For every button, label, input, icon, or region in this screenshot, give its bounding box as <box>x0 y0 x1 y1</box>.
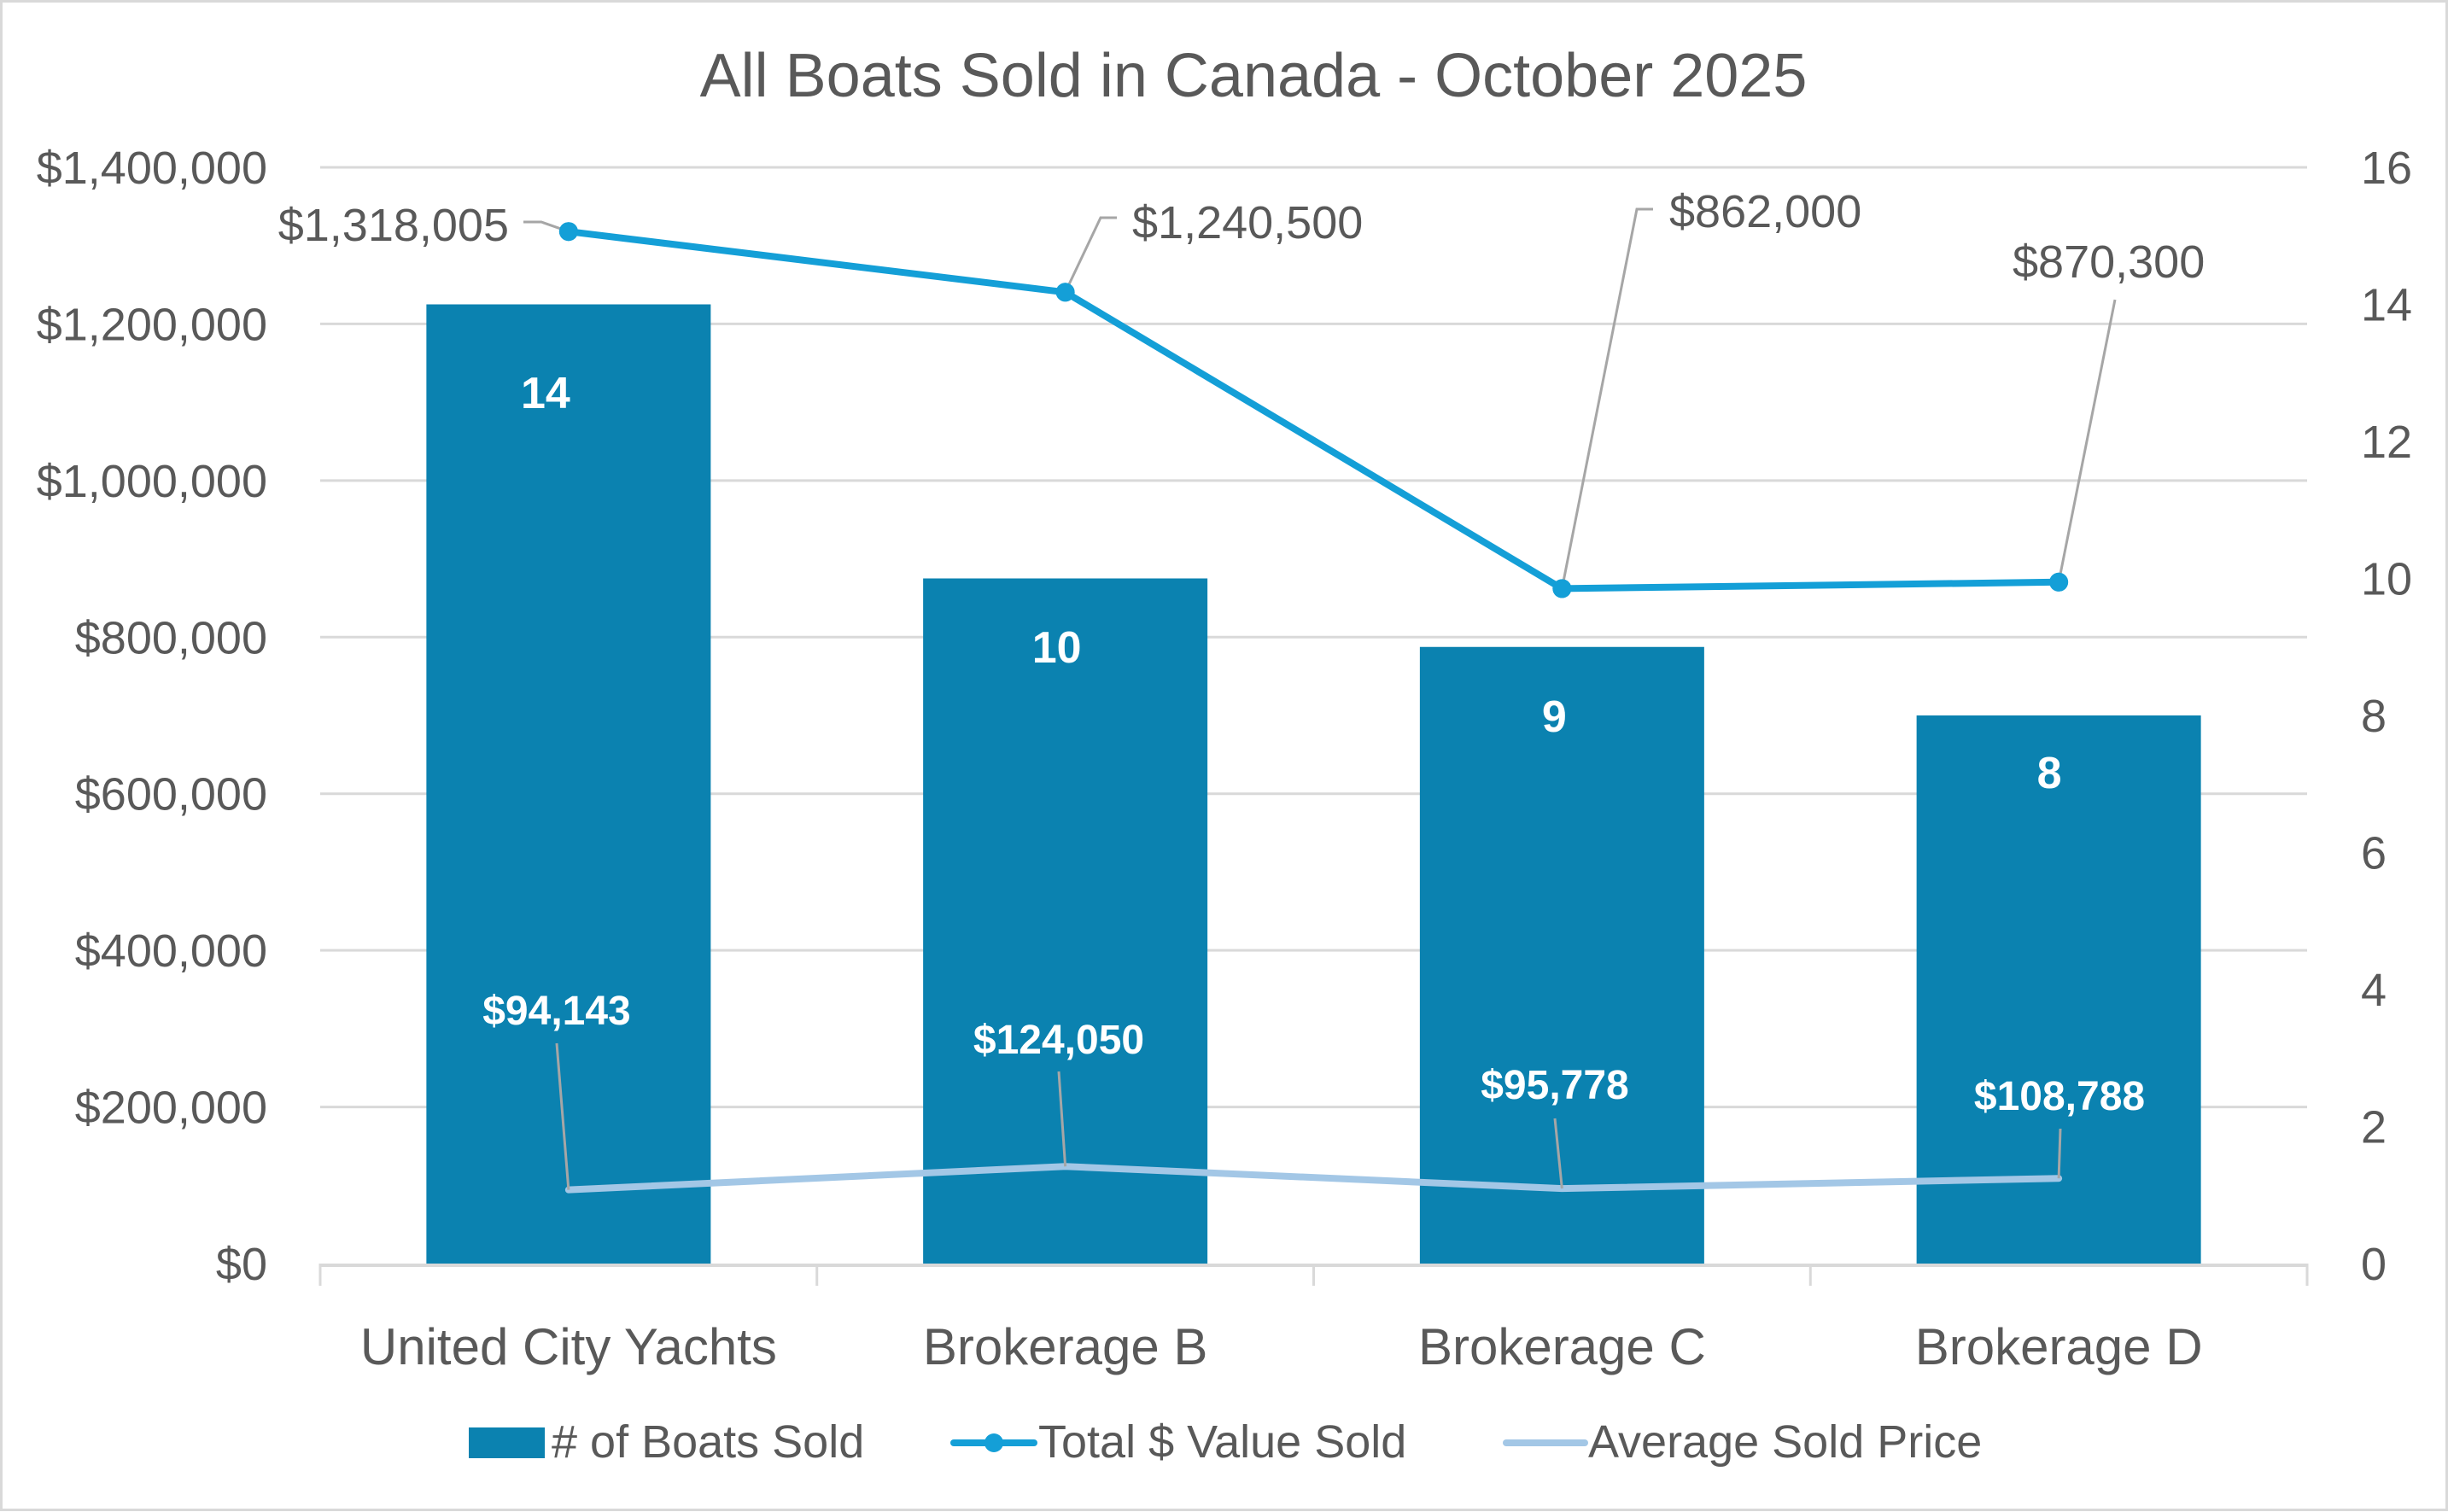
x-category-label: Brokerage B <box>923 1318 1208 1375</box>
y2-tick-label: 16 <box>2361 143 2412 194</box>
legend-swatch-boats-sold <box>469 1427 545 1458</box>
leader-line <box>2057 299 2117 583</box>
y-axis-secondary: 0 2 4 6 8 10 12 14 16 <box>2361 143 2412 1290</box>
total-value-marker <box>2049 572 2069 592</box>
bar-data-label: 8 <box>2037 749 2062 798</box>
bar <box>426 304 711 1264</box>
total-value-marker <box>1552 579 1572 598</box>
data-labels: 14 10 9 8 $1,318,005 $1,240,500 $862,000 $870,3… <box>278 186 2205 1190</box>
line-series-average-sold-price <box>564 1163 2063 1194</box>
y-tick-label: $1,000,000 <box>37 456 267 507</box>
total-value-line <box>568 228 2059 593</box>
bar-data-label: 9 <box>1542 692 1567 742</box>
bar <box>1419 646 1704 1264</box>
average-price-data-label: $95,778 <box>1481 1063 1629 1108</box>
y2-tick-label: 8 <box>2361 691 2387 742</box>
y-axis-primary: $0 $200,000 $400,000 $600,000 $800,000 $1,000… <box>37 143 267 1290</box>
bar-data-label: 14 <box>521 369 570 418</box>
leader-line <box>523 220 570 233</box>
average-price-line <box>564 1163 2063 1194</box>
total-value-data-label: $1,240,500 <box>1132 197 1363 248</box>
leader-line <box>1057 1071 1067 1167</box>
average-price-data-label: $124,050 <box>973 1018 1144 1063</box>
y2-tick-label: 10 <box>2361 554 2412 605</box>
legend-label-total-value: Total $ Value Sold <box>1038 1416 1406 1468</box>
legend-label-boats-sold: # of Boats Sold <box>552 1416 864 1468</box>
y2-tick-label: 6 <box>2361 828 2387 879</box>
average-price-data-label: $108,788 <box>1974 1074 2145 1119</box>
bar-data-label: 10 <box>1032 623 1082 673</box>
y-tick-label: $200,000 <box>75 1083 267 1134</box>
y-tick-label: $800,000 <box>75 612 267 663</box>
y2-tick-label: 2 <box>2361 1102 2387 1153</box>
leader-line <box>1064 216 1117 293</box>
chart-title: All Boats Sold in Canada - October 2025 <box>700 42 1808 110</box>
y-tick-label: $0 <box>216 1239 267 1290</box>
x-category-label: Brokerage C <box>1418 1318 1706 1375</box>
total-value-marker <box>558 222 578 242</box>
leader-line <box>1553 1118 1563 1189</box>
y2-tick-label: 12 <box>2361 417 2412 468</box>
y2-tick-label: 4 <box>2361 965 2387 1016</box>
average-price-data-label: $94,143 <box>482 989 631 1034</box>
y-tick-label: $400,000 <box>75 925 267 977</box>
legend: # of Boats Sold Total $ Value Sold Average… <box>469 1416 1982 1468</box>
total-value-data-label: $862,000 <box>1669 186 1861 237</box>
y2-tick-label: 0 <box>2361 1239 2387 1290</box>
bar-series-boats-sold <box>426 304 2201 1264</box>
x-axis: United City Yachts Brokerage B Brokerage C… <box>318 1264 2309 1375</box>
total-value-data-label: $1,318,005 <box>278 200 509 251</box>
total-value-data-label: $870,300 <box>2013 236 2205 288</box>
y-tick-label: $1,200,000 <box>37 299 267 350</box>
leader-line <box>555 1042 570 1190</box>
legend-marker-total-value <box>984 1433 1003 1452</box>
y-tick-label: $1,400,000 <box>37 143 267 194</box>
x-category-label: Brokerage D <box>1915 1318 2203 1375</box>
y2-tick-label: 14 <box>2361 280 2412 331</box>
leader-line <box>2057 1128 2062 1179</box>
x-category-label: United City Yachts <box>360 1318 777 1375</box>
legend-label-average-price: Average Sold Price <box>1588 1416 1982 1468</box>
leader-line <box>1560 207 1653 589</box>
total-value-marker <box>1055 283 1075 302</box>
y-tick-label: $600,000 <box>75 769 267 820</box>
